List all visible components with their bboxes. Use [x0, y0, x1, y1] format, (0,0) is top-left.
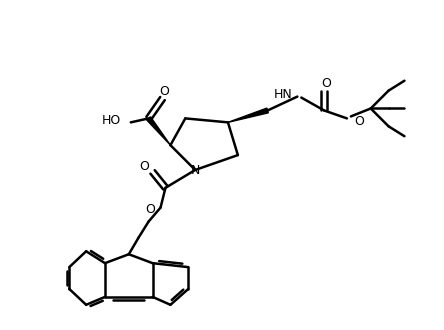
Text: O: O: [146, 203, 155, 216]
Polygon shape: [228, 108, 268, 122]
Text: HN: HN: [274, 88, 293, 101]
Text: O: O: [321, 77, 331, 90]
Text: N: N: [190, 164, 200, 178]
Polygon shape: [147, 117, 170, 145]
Text: HO: HO: [102, 114, 121, 127]
Text: O: O: [140, 160, 150, 174]
Text: O: O: [159, 85, 170, 98]
Text: O: O: [354, 115, 364, 128]
